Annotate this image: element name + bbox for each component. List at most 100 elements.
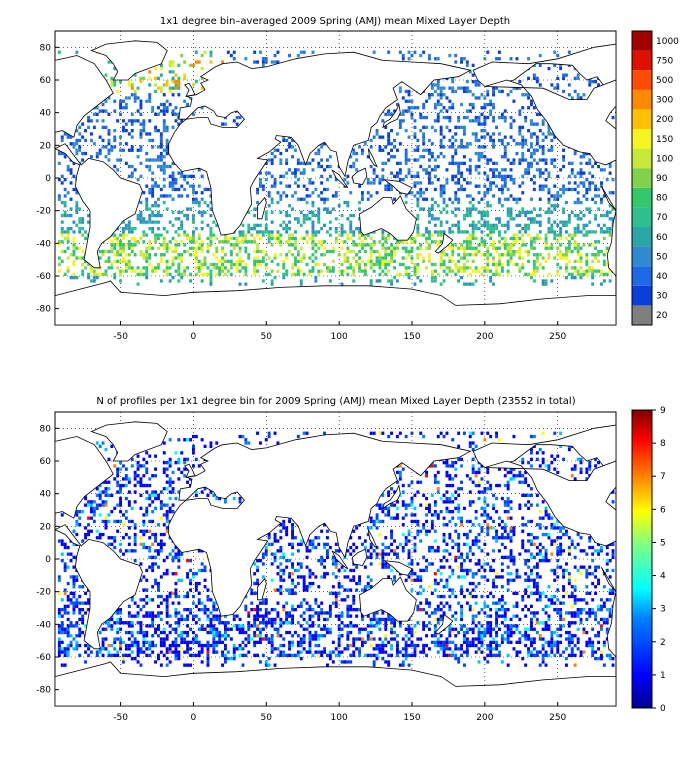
bin-cell	[63, 604, 67, 608]
bin-cell	[498, 262, 501, 267]
bin-cell	[139, 562, 143, 566]
bin-cell	[492, 102, 495, 107]
bin-cell	[337, 617, 341, 622]
bin-cell	[393, 197, 396, 201]
bin-cell	[419, 637, 423, 641]
bin-cell	[224, 253, 227, 257]
bin-cell	[358, 262, 361, 267]
bin-cell	[87, 276, 90, 280]
bin-cell	[565, 223, 568, 227]
bin-cell	[500, 598, 504, 602]
bin-cell	[206, 614, 210, 618]
bin-cell	[282, 650, 286, 654]
bin-cell	[317, 240, 321, 244]
bin-cell	[433, 174, 437, 178]
bin-cell	[142, 588, 146, 592]
bin-cell	[209, 611, 213, 615]
bin-cell	[448, 575, 452, 579]
bin-cell	[605, 598, 609, 602]
bin-cell	[550, 210, 554, 214]
bin-cell	[486, 660, 490, 664]
bin-cell	[483, 102, 487, 107]
bin-cell	[331, 269, 335, 273]
bin-cell	[503, 246, 507, 250]
bin-cell	[340, 230, 344, 234]
bin-cell	[296, 197, 300, 201]
bin-cell	[378, 650, 382, 654]
bin-cell	[410, 236, 414, 241]
bin-cell	[416, 191, 420, 195]
bin-cell	[165, 272, 169, 276]
bin-cell	[197, 236, 201, 241]
bin-cell	[174, 230, 178, 234]
bin-cell	[410, 653, 414, 657]
bin-cell	[165, 80, 169, 84]
bin-cell	[209, 240, 213, 244]
bin-cell	[573, 611, 577, 615]
bin-cell	[326, 630, 329, 635]
bin-cell	[136, 282, 140, 286]
bin-cell	[530, 624, 533, 628]
bin-cell	[75, 604, 79, 608]
bin-cell	[63, 565, 67, 569]
bin-cell	[302, 272, 306, 276]
bin-cell	[422, 168, 426, 172]
bin-cell	[588, 83, 592, 87]
bin-cell	[393, 145, 396, 149]
bin-cell	[259, 181, 262, 185]
bin-cell	[232, 243, 236, 247]
bin-cell	[127, 653, 131, 657]
bin-cell	[145, 634, 149, 638]
bin-cell	[145, 624, 149, 628]
bin-cell	[495, 184, 498, 188]
bin-cell	[291, 591, 294, 595]
bin-cell	[136, 614, 140, 618]
bin-cell	[270, 640, 274, 644]
bin-cell	[57, 630, 61, 635]
bin-cell	[162, 178, 166, 182]
bin-cell	[550, 630, 554, 635]
bin-cell	[416, 233, 420, 237]
bin-cell	[387, 575, 391, 579]
bin-cell	[81, 601, 85, 605]
bin-cell	[579, 155, 583, 159]
bin-cell	[532, 585, 536, 589]
bin-cell	[390, 279, 393, 283]
bin-cell	[419, 575, 423, 579]
bin-cell	[186, 617, 189, 622]
bin-cell	[448, 230, 452, 234]
bin-cell	[81, 217, 85, 221]
bin-cell	[556, 575, 560, 579]
bin-cell	[116, 236, 120, 241]
bin-cell	[279, 253, 283, 257]
bin-cell	[174, 246, 178, 250]
bin-cell	[317, 164, 321, 169]
bin-cell	[119, 269, 122, 273]
bin-cell	[515, 233, 519, 237]
bin-cell	[570, 249, 574, 254]
bin-cell	[57, 197, 61, 201]
bin-cell	[471, 572, 475, 576]
bin-cell	[530, 572, 533, 576]
bin-cell	[63, 236, 67, 241]
bin-cell	[288, 614, 291, 618]
bin-cell	[585, 640, 589, 644]
bin-cell	[500, 184, 504, 188]
bin-cell	[442, 594, 446, 599]
bin-cell	[267, 191, 271, 195]
bin-cell	[343, 256, 347, 260]
bin-cell	[532, 653, 536, 657]
bin-cell	[60, 259, 64, 263]
bin-cell	[500, 236, 504, 241]
bin-cell	[162, 200, 166, 205]
bin-cell	[130, 598, 134, 602]
bin-cell	[442, 86, 446, 90]
bin-cell	[314, 256, 318, 260]
bin-cell	[165, 129, 169, 133]
bin-cell	[474, 138, 478, 143]
bin-cell	[323, 246, 326, 250]
bin-cell	[113, 621, 117, 625]
bin-cell	[387, 187, 391, 192]
bin-cell	[463, 246, 466, 250]
bin-cell	[436, 119, 440, 123]
